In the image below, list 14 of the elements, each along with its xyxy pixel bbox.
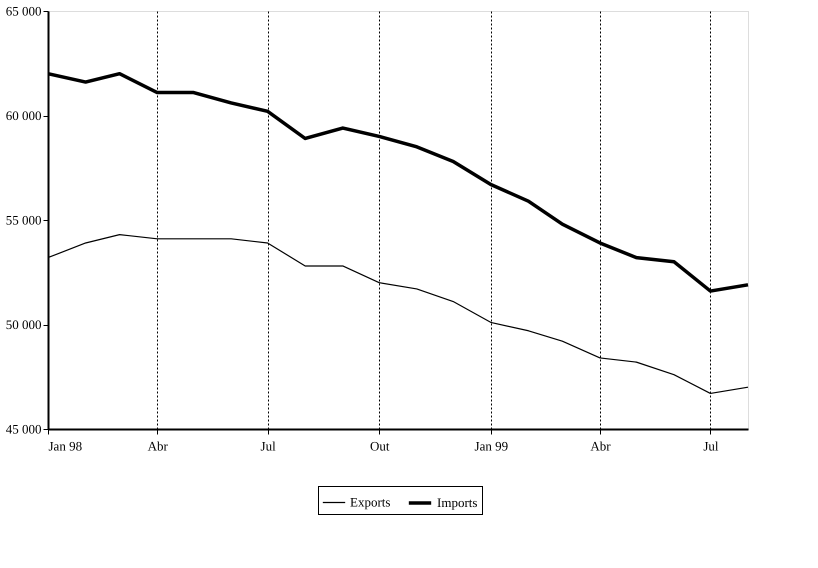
y-tick-label: 65 000 [6, 4, 42, 18]
legend-label: Imports [437, 495, 478, 510]
x-tick-label: Jul [260, 438, 276, 454]
y-tick-label: 50 000 [6, 317, 42, 332]
y-tick-label: 55 000 [6, 212, 42, 228]
x-tick-label: Jan 99 [474, 438, 508, 454]
x-tick-label: Jul [703, 438, 719, 454]
y-tick-label: 60 000 [6, 108, 42, 123]
x-tick-label: Abr [590, 438, 612, 454]
x-tick-label: Jan 98 [48, 438, 82, 454]
x-tick-label: Out [370, 438, 390, 454]
y-tick-label: 45 000 [6, 422, 42, 436]
x-tick-label: Abr [148, 438, 168, 454]
legend-label: Exports [350, 494, 390, 510]
